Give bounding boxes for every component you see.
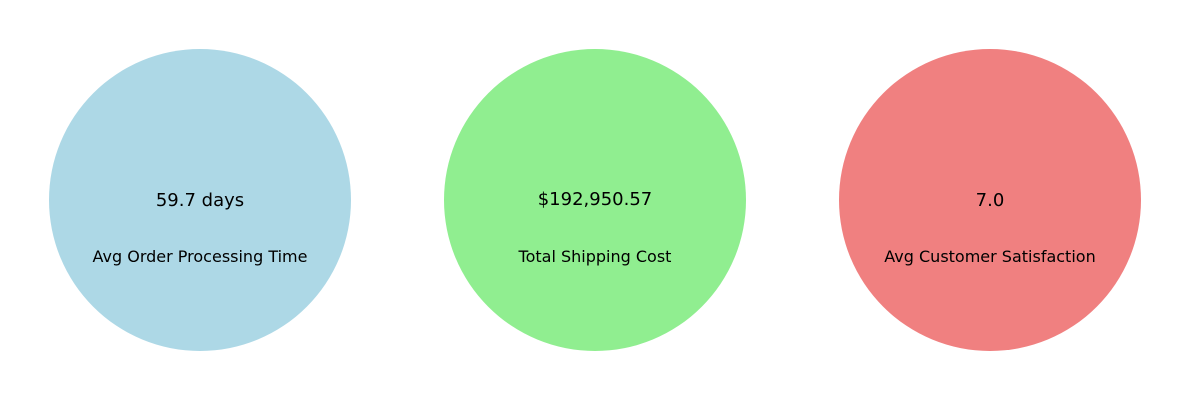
kpi-card-processing-time: 59.7 days Avg Order Processing Time [49, 49, 351, 351]
kpi-label-processing-time: Avg Order Processing Time [93, 247, 308, 266]
kpi-circle-processing-time [49, 49, 351, 351]
kpi-card-customer-satisfaction: 7.0 Avg Customer Satisfaction [839, 49, 1141, 351]
kpi-label-customer-satisfaction: Avg Customer Satisfaction [884, 247, 1095, 266]
kpi-value-processing-time: 59.7 days [156, 190, 244, 211]
kpi-card-shipping-cost: $192,950.57 Total Shipping Cost [444, 49, 746, 351]
kpi-circle-customer-satisfaction [839, 49, 1141, 351]
kpi-label-shipping-cost: Total Shipping Cost [518, 247, 672, 266]
kpi-value-customer-satisfaction: 7.0 [976, 190, 1005, 211]
kpi-circle-shipping-cost [444, 49, 746, 351]
kpi-value-shipping-cost: $192,950.57 [538, 189, 653, 210]
